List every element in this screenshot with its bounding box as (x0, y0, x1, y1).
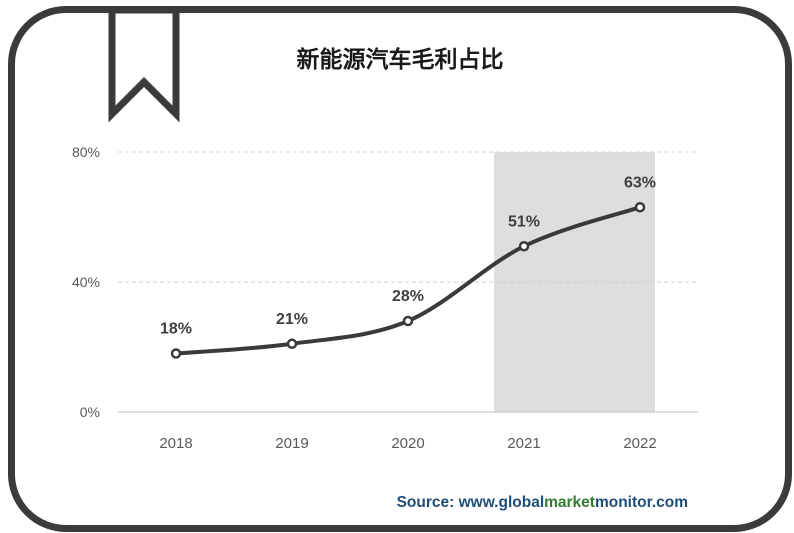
source-suffix: .com (651, 494, 688, 511)
bookmark-icon (108, 6, 180, 123)
data-label: 18% (160, 321, 192, 338)
source-monitor: monitor (594, 494, 652, 511)
x-tick-label: 2019 (275, 435, 308, 452)
source-global: global (498, 494, 545, 511)
source-note: Source: www.globalmarketmonitor.com (397, 494, 688, 512)
data-label: 21% (276, 311, 308, 328)
data-point (518, 241, 530, 252)
data-label: 51% (508, 213, 540, 230)
chart-frame (8, 6, 792, 532)
data-point (634, 202, 646, 213)
data-point (170, 348, 182, 359)
data-point (402, 315, 414, 327)
x-tick-label: 2021 (507, 435, 540, 452)
x-tick-label: 2018 (159, 435, 192, 452)
source-prefix: Source: www. (396, 494, 499, 511)
y-tick-label: 0% (80, 404, 100, 420)
source-market: market (544, 494, 595, 511)
data-label: 28% (392, 288, 424, 305)
y-tick-label: 40% (72, 274, 100, 290)
x-tick-label: 2022 (623, 435, 656, 452)
chart-title: 新能源汽车毛利占比 (296, 47, 504, 73)
data-label: 63% (624, 174, 656, 191)
data-point (286, 338, 298, 349)
plot-area: 0% 40% 80% 2018 2019 2020 2021 2022 18% 21% 28% 51%… (72, 144, 698, 452)
x-tick-label: 2020 (391, 435, 424, 452)
y-tick-label: 80% (72, 144, 100, 160)
